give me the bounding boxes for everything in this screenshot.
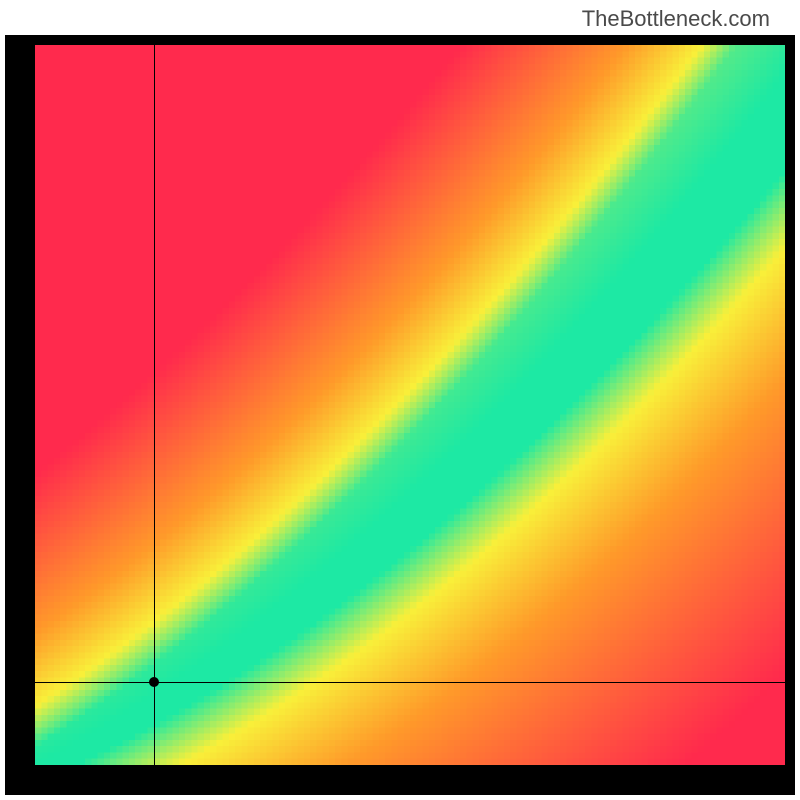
crosshair-horizontal [35, 682, 785, 683]
crosshair-vertical [154, 45, 155, 765]
data-point-marker [149, 677, 159, 687]
heatmap-canvas [35, 45, 785, 765]
watermark-text: TheBottleneck.com [582, 6, 770, 32]
chart-container: TheBottleneck.com [0, 0, 800, 800]
